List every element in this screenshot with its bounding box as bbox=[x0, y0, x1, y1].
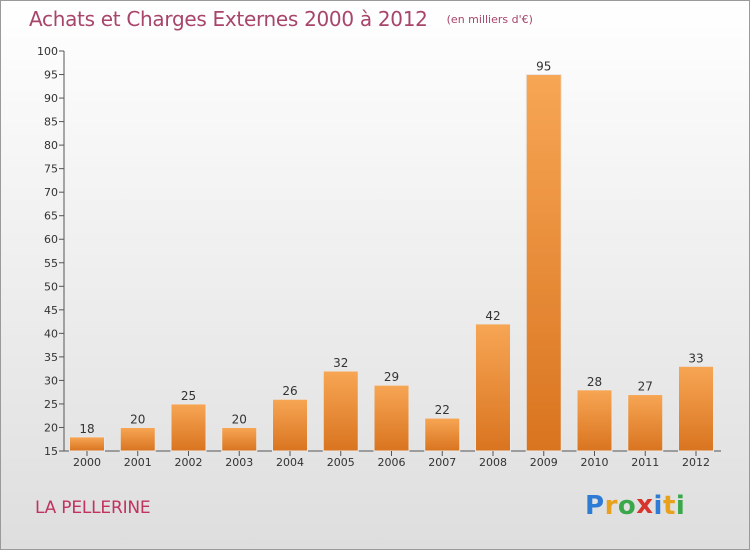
y-tick-label: 90 bbox=[44, 92, 58, 105]
x-tick-label: 2012 bbox=[682, 456, 710, 469]
bar-value-label: 95 bbox=[536, 60, 551, 74]
y-tick-label: 30 bbox=[44, 374, 58, 387]
x-tick-label: 2009 bbox=[530, 456, 558, 469]
logo-letter: x bbox=[636, 490, 654, 520]
bar-value-label: 29 bbox=[384, 370, 399, 384]
y-tick-label: 25 bbox=[44, 398, 58, 411]
x-tick-label: 2008 bbox=[479, 456, 507, 469]
logo-letter: i bbox=[653, 491, 663, 521]
bar-value-label: 42 bbox=[485, 309, 500, 323]
x-tick-label: 2011 bbox=[631, 456, 659, 469]
y-tick-label: 80 bbox=[44, 139, 58, 152]
y-tick-label: 20 bbox=[44, 421, 58, 434]
bar bbox=[322, 370, 359, 452]
proxiti-logo: Proxiti bbox=[585, 490, 686, 521]
commune-name: LA PELLERINE bbox=[35, 498, 151, 518]
y-tick-label: 100 bbox=[37, 45, 58, 58]
bar-value-label: 27 bbox=[638, 380, 653, 394]
x-tick-label: 2004 bbox=[276, 456, 304, 469]
bar bbox=[424, 417, 461, 452]
y-tick-label: 95 bbox=[44, 69, 58, 82]
x-tick-label: 2006 bbox=[378, 456, 406, 469]
x-tick-label: 2007 bbox=[428, 456, 456, 469]
y-tick-label: 15 bbox=[44, 445, 58, 458]
x-tick-label: 2010 bbox=[581, 456, 609, 469]
logo-letter: i bbox=[675, 491, 686, 521]
logo-letter: r bbox=[604, 491, 618, 521]
chart-title: Achats et Charges Externes 2000 à 2012 bbox=[29, 7, 428, 31]
y-tick-label: 75 bbox=[44, 163, 58, 176]
bar-value-label: 26 bbox=[282, 384, 297, 398]
x-tick-label: 2002 bbox=[175, 456, 203, 469]
bar-value-label: 22 bbox=[435, 403, 450, 417]
bar bbox=[576, 389, 613, 452]
chart-title-row: Achats et Charges Externes 2000 à 2012 (… bbox=[29, 7, 533, 31]
bar-value-label: 20 bbox=[232, 412, 247, 426]
y-tick-label: 85 bbox=[44, 116, 58, 129]
bar-value-label: 32 bbox=[333, 356, 348, 370]
bar-value-label: 20 bbox=[130, 412, 145, 426]
y-tick-label: 60 bbox=[44, 233, 58, 246]
y-tick-label: 45 bbox=[44, 304, 58, 317]
bar bbox=[272, 398, 308, 452]
bar bbox=[373, 384, 410, 452]
bar-value-label: 25 bbox=[181, 389, 196, 403]
bar bbox=[627, 394, 664, 452]
x-tick-label: 2003 bbox=[225, 456, 253, 469]
bar-value-label: 18 bbox=[79, 422, 94, 436]
logo-letter: t bbox=[662, 491, 676, 521]
y-tick-label: 35 bbox=[44, 351, 58, 364]
bar bbox=[475, 323, 511, 452]
bar bbox=[678, 365, 714, 452]
bar bbox=[119, 426, 156, 452]
y-tick-label: 40 bbox=[44, 327, 58, 340]
x-tick-label: 2005 bbox=[327, 456, 355, 469]
bar bbox=[170, 403, 207, 452]
y-tick-label: 55 bbox=[44, 257, 58, 270]
chart-subtitle: (en milliers d'€) bbox=[446, 13, 533, 26]
x-tick-label: 2000 bbox=[73, 456, 101, 469]
logo-letter: P bbox=[585, 491, 605, 521]
y-tick-label: 65 bbox=[44, 210, 58, 223]
bar-value-label: 28 bbox=[587, 375, 602, 389]
bar bbox=[221, 426, 258, 452]
bar-value-label: 33 bbox=[688, 351, 703, 365]
logo-letter: o bbox=[617, 491, 637, 521]
x-tick-label: 2001 bbox=[124, 456, 152, 469]
y-tick-label: 50 bbox=[44, 280, 58, 293]
bar bbox=[69, 436, 105, 452]
bar bbox=[525, 74, 562, 452]
y-tick-label: 70 bbox=[44, 186, 58, 199]
